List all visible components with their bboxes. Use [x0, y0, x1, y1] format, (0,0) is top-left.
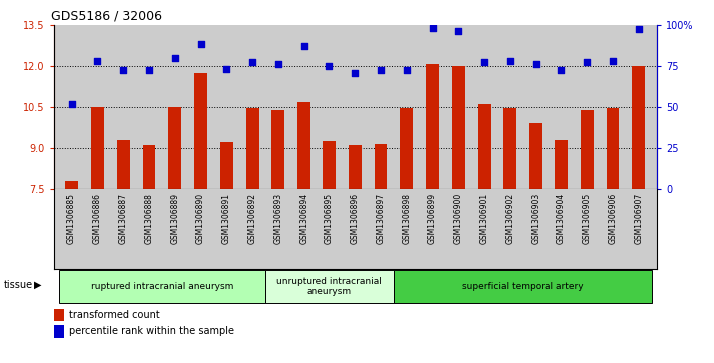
Text: GSM1306885: GSM1306885 — [67, 193, 76, 244]
Point — [169, 55, 181, 61]
Text: ruptured intracranial aneurysm: ruptured intracranial aneurysm — [91, 282, 233, 291]
Text: GSM1306900: GSM1306900 — [454, 193, 463, 244]
Point — [453, 28, 464, 34]
Point — [221, 66, 232, 72]
Text: GSM1306902: GSM1306902 — [506, 193, 514, 244]
Point — [504, 58, 516, 64]
Point — [633, 26, 645, 32]
Point — [427, 25, 438, 31]
Text: GSM1306899: GSM1306899 — [428, 193, 437, 244]
Bar — [271, 110, 284, 189]
Text: superficial temporal artery: superficial temporal artery — [462, 282, 583, 291]
Point — [555, 68, 567, 73]
Bar — [297, 102, 310, 189]
Point — [144, 68, 155, 73]
Text: GSM1306886: GSM1306886 — [93, 193, 102, 244]
Point — [478, 59, 490, 65]
Text: GSM1306894: GSM1306894 — [299, 193, 308, 244]
Text: percentile rank within the sample: percentile rank within the sample — [69, 326, 233, 337]
Text: GSM1306903: GSM1306903 — [531, 193, 540, 244]
Bar — [375, 144, 388, 189]
Text: GSM1306904: GSM1306904 — [557, 193, 566, 244]
Bar — [580, 110, 594, 189]
Point — [195, 41, 206, 47]
Text: unruptured intracranial
aneurysm: unruptured intracranial aneurysm — [276, 277, 383, 297]
Bar — [246, 109, 258, 189]
Point — [582, 59, 593, 65]
Text: GSM1306895: GSM1306895 — [325, 193, 334, 244]
Text: GSM1306905: GSM1306905 — [583, 193, 592, 244]
FancyBboxPatch shape — [394, 270, 652, 303]
Point — [272, 61, 283, 66]
Bar — [65, 181, 78, 189]
Bar — [323, 141, 336, 189]
Bar — [401, 109, 413, 189]
Text: GSM1306890: GSM1306890 — [196, 193, 205, 244]
Text: GSM1306897: GSM1306897 — [376, 193, 386, 244]
Bar — [348, 145, 362, 189]
Text: GSM1306888: GSM1306888 — [144, 193, 154, 244]
Bar — [143, 145, 156, 189]
Bar — [116, 140, 130, 189]
Point — [117, 68, 129, 73]
Text: tissue: tissue — [4, 280, 33, 290]
Text: GSM1306898: GSM1306898 — [402, 193, 411, 244]
Point — [376, 68, 387, 73]
Bar — [452, 66, 465, 189]
Bar — [426, 64, 439, 189]
Bar — [91, 107, 104, 189]
Bar — [54, 325, 64, 338]
Bar — [54, 309, 64, 321]
Point — [530, 61, 541, 66]
Bar — [194, 73, 207, 189]
Point — [66, 101, 77, 107]
Bar — [633, 66, 645, 189]
Bar — [503, 109, 516, 189]
Text: GSM1306892: GSM1306892 — [248, 193, 256, 244]
Point — [608, 58, 619, 64]
Point — [298, 43, 309, 49]
Bar — [607, 109, 620, 189]
Text: GSM1306887: GSM1306887 — [119, 193, 128, 244]
FancyBboxPatch shape — [59, 270, 265, 303]
Point — [350, 70, 361, 76]
Text: GSM1306891: GSM1306891 — [222, 193, 231, 244]
Bar — [478, 105, 491, 189]
Bar — [555, 140, 568, 189]
Bar — [220, 143, 233, 189]
Point — [91, 58, 103, 64]
Text: transformed count: transformed count — [69, 310, 159, 320]
Text: GSM1306893: GSM1306893 — [273, 193, 282, 244]
Text: GSM1306889: GSM1306889 — [170, 193, 179, 244]
Point — [246, 59, 258, 65]
Text: GSM1306901: GSM1306901 — [480, 193, 488, 244]
Text: GDS5186 / 32006: GDS5186 / 32006 — [51, 10, 161, 23]
Bar — [169, 107, 181, 189]
Text: GSM1306906: GSM1306906 — [608, 193, 618, 244]
Point — [323, 63, 335, 69]
FancyBboxPatch shape — [265, 270, 394, 303]
Point — [401, 68, 413, 73]
Text: GSM1306896: GSM1306896 — [351, 193, 360, 244]
Bar — [529, 123, 542, 189]
Text: ▶: ▶ — [34, 280, 42, 290]
Text: GSM1306907: GSM1306907 — [634, 193, 643, 244]
